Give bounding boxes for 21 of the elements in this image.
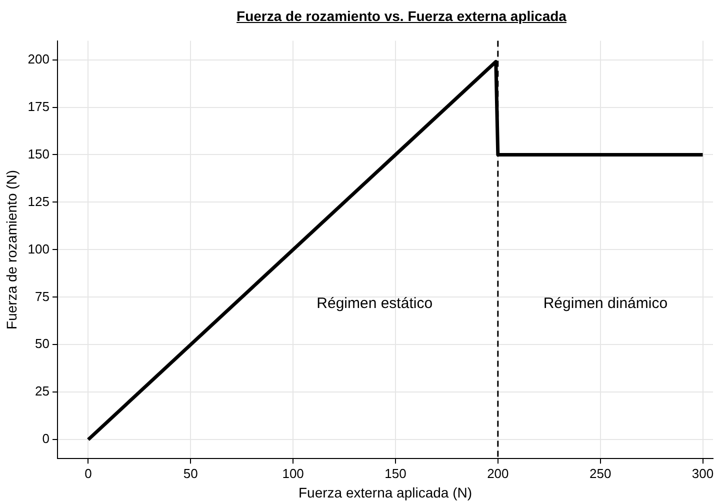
chart-title: Fuerza de rozamiento vs. Fuerza externa aplicada <box>236 8 568 24</box>
y-tick-label: 175 <box>28 98 50 114</box>
y-tick-label: 125 <box>28 194 50 209</box>
y-axis-title: Fuerza de rozamiento (N) <box>3 170 20 330</box>
x-tick-label: 50 <box>183 466 198 481</box>
y-tick-label: 50 <box>35 336 50 352</box>
x-tick-label: 150 <box>384 466 406 481</box>
y-tick-label: 0 <box>42 431 50 446</box>
x-tick-label: 100 <box>282 466 304 481</box>
x-tick-label: 300 <box>692 466 714 481</box>
x-tick-label: 250 <box>589 466 612 481</box>
y-tick-label: 25 <box>35 384 50 399</box>
x-tick-label: 0 <box>84 466 92 481</box>
y-tick-label: 75 <box>35 288 50 304</box>
annotation: Régimen dinámico <box>543 295 668 312</box>
y-tick-label: 150 <box>28 146 50 162</box>
y-tick-label: 100 <box>28 241 50 256</box>
y-tick-label: 200 <box>28 51 50 66</box>
x-tick-label: 200 <box>487 466 509 481</box>
annotation: Régimen estático <box>316 295 433 312</box>
x-axis-title: Fuerza externa aplicada (N) <box>298 484 472 500</box>
